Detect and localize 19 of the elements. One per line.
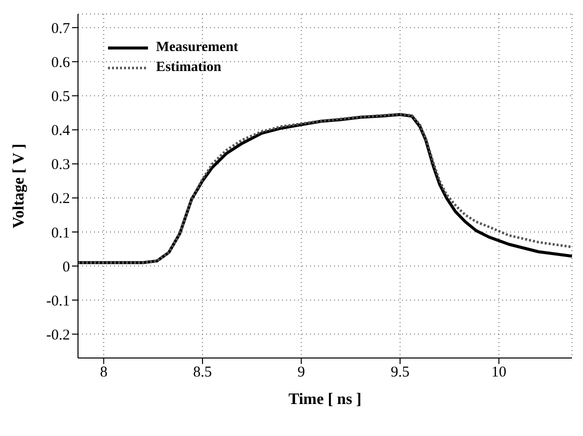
y-tick-label: 0.3 xyxy=(51,157,70,174)
x-axis-title: Time [ ns ] xyxy=(288,391,362,408)
y-tick-label: 0.4 xyxy=(51,123,70,140)
x-tick-label: 9.5 xyxy=(390,364,410,381)
x-tick-label: 9 xyxy=(298,364,306,381)
y-tick-label: -0.1 xyxy=(46,293,70,310)
x-tick-label: 8.5 xyxy=(193,364,212,381)
legend-label: Estimation xyxy=(156,59,222,77)
x-tick-label: 8 xyxy=(100,364,108,381)
y-tick-label: -0.2 xyxy=(46,327,70,344)
y-tick-label: 0.2 xyxy=(51,191,70,208)
y-tick-label: 0.1 xyxy=(51,225,70,242)
y-tick-label: 0.6 xyxy=(51,55,70,72)
x-tick-label: 10 xyxy=(491,364,506,381)
y-axis-title: Voltage [ V ] xyxy=(10,144,28,228)
y-tick-label: 0.5 xyxy=(51,89,70,106)
legend-label: Measurement xyxy=(156,39,238,57)
y-tick-label: 0.7 xyxy=(51,20,70,37)
y-tick-label: 0 xyxy=(62,259,70,276)
